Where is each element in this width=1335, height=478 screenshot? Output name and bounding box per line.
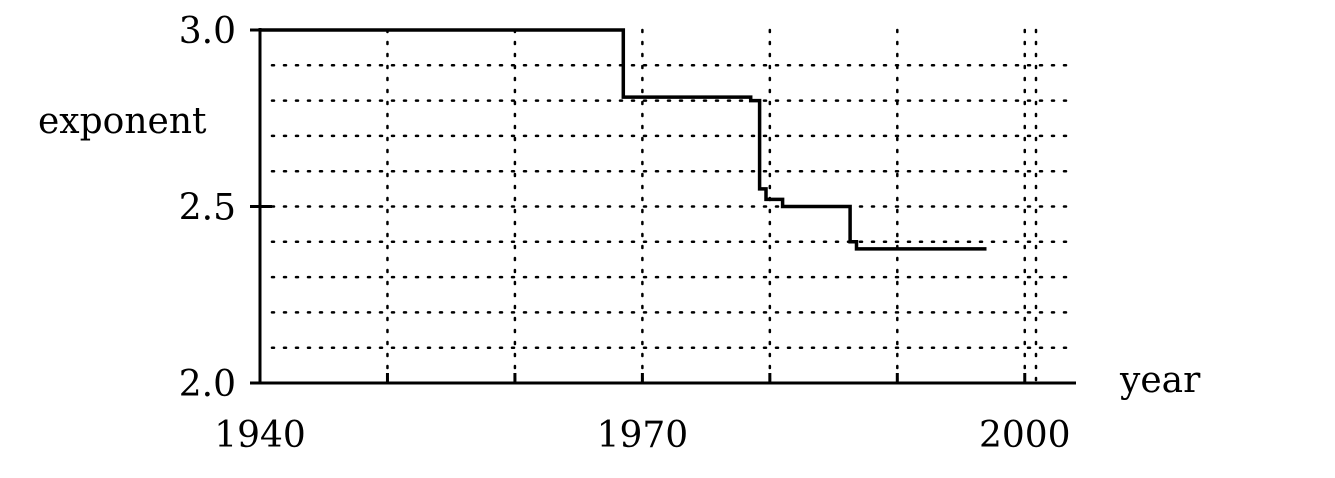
x-tick-label: 1970 [597,415,689,456]
y-axis-label: exponent [38,101,207,142]
y-tick-label: 2.0 [179,364,236,405]
series-layer [260,30,987,249]
labels: exponent year 1940 1970 2000 2.0 2.5 3.0 [38,11,1201,456]
series-line [260,30,987,249]
axes [250,28,1076,384]
x-axis-label: year [1119,360,1201,401]
x-tick-label: 1940 [214,415,306,456]
y-tick-label: 2.5 [179,188,236,229]
y-tick-label: 3.0 [179,11,236,52]
grid [272,30,1066,383]
x-tick-label: 2000 [979,415,1071,456]
